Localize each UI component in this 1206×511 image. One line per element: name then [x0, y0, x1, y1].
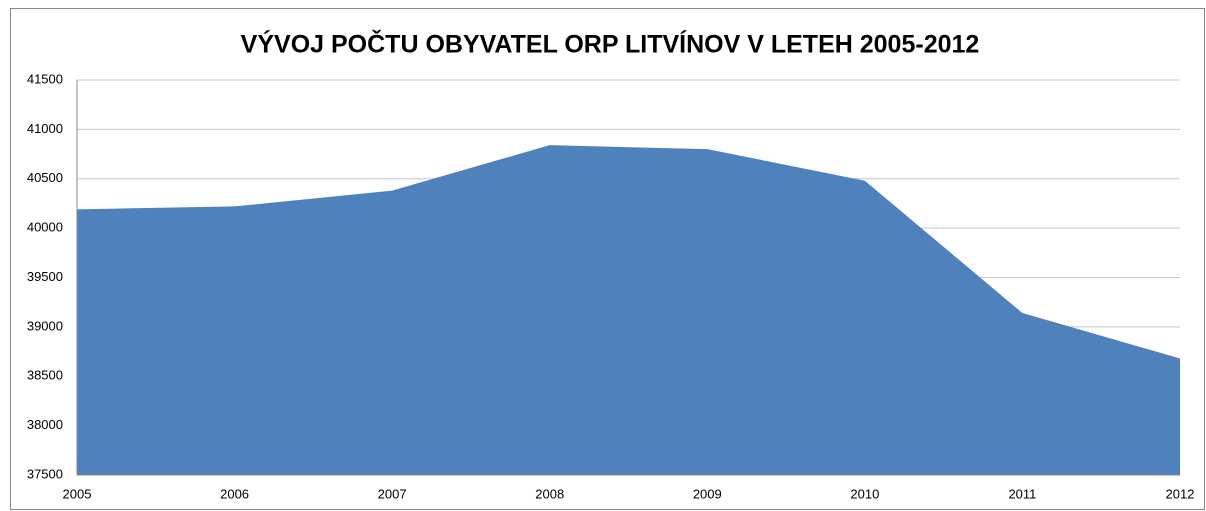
y-tick-label: 37500 [27, 466, 63, 481]
y-tick-label: 41000 [27, 121, 63, 136]
x-tick-label: 2012 [1166, 486, 1195, 501]
y-tick-label: 39500 [27, 269, 63, 284]
chart-title: VÝVOJ POČTU OBYVATEL ORP LITVÍNOV V LETE… [241, 29, 980, 59]
area [77, 145, 1180, 476]
y-tick-label: 39000 [27, 318, 63, 333]
x-tick-label: 2010 [850, 486, 879, 501]
x-tick-label: 2008 [535, 486, 564, 501]
y-tick-label: 41500 [27, 71, 63, 86]
x-tick-label: 2007 [378, 486, 407, 501]
x-tick-label: 2011 [1008, 486, 1036, 501]
x-tick-label: 2006 [220, 486, 249, 501]
x-tick-label: 2005 [63, 486, 92, 501]
y-tick-label: 38500 [27, 368, 63, 383]
x-tick-label: 2009 [693, 486, 722, 501]
y-tick-label: 40000 [27, 220, 63, 235]
y-tick-label: 38000 [27, 417, 63, 432]
y-tick-label: 40500 [27, 170, 63, 185]
